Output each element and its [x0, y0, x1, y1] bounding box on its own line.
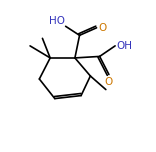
Text: O: O	[98, 23, 106, 33]
Text: HO: HO	[49, 16, 65, 26]
Text: OH: OH	[117, 41, 133, 51]
Text: O: O	[105, 77, 113, 87]
